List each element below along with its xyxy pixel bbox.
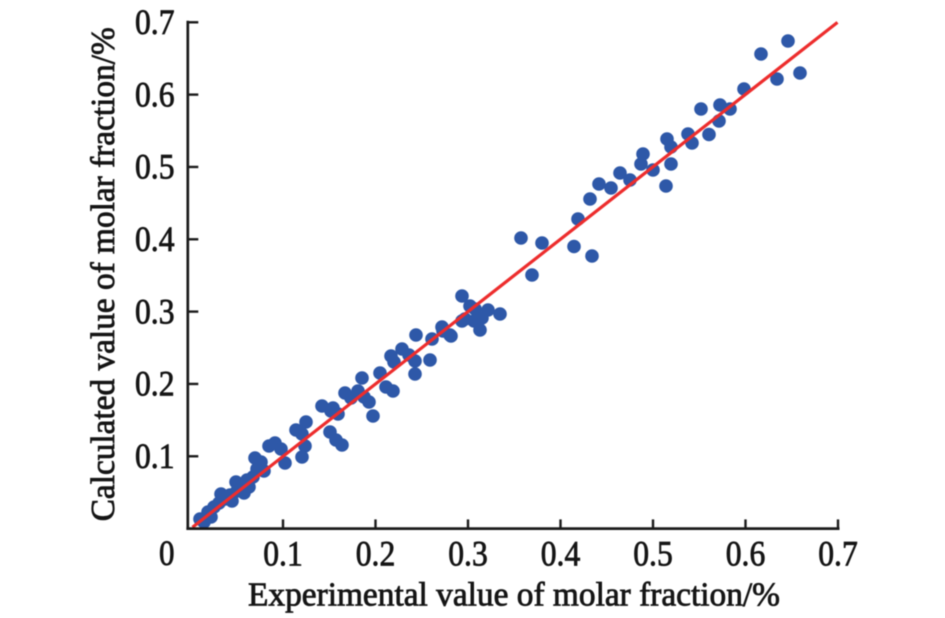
svg-text:0.2: 0.2 [356,534,396,574]
svg-text:0.3: 0.3 [135,291,175,331]
svg-text:0.3: 0.3 [448,534,488,574]
svg-text:0.7: 0.7 [135,2,175,42]
svg-text:0.2: 0.2 [135,364,175,404]
svg-text:Experimental value of molar fr: Experimental value of molar fraction/% [248,576,780,613]
svg-text:0.6: 0.6 [135,74,175,114]
svg-text:0.4: 0.4 [541,534,581,574]
svg-text:0.5: 0.5 [135,147,175,187]
svg-text:0.4: 0.4 [135,219,175,259]
svg-text:Calculated value of molar frac: Calculated value of molar fraction/% [85,27,122,521]
svg-text:0.5: 0.5 [633,534,673,574]
svg-text:0.1: 0.1 [263,534,303,574]
svg-text:0: 0 [159,533,175,573]
svg-text:0.6: 0.6 [726,534,766,574]
svg-text:0.1: 0.1 [135,436,175,476]
svg-text:0.7: 0.7 [818,534,858,574]
